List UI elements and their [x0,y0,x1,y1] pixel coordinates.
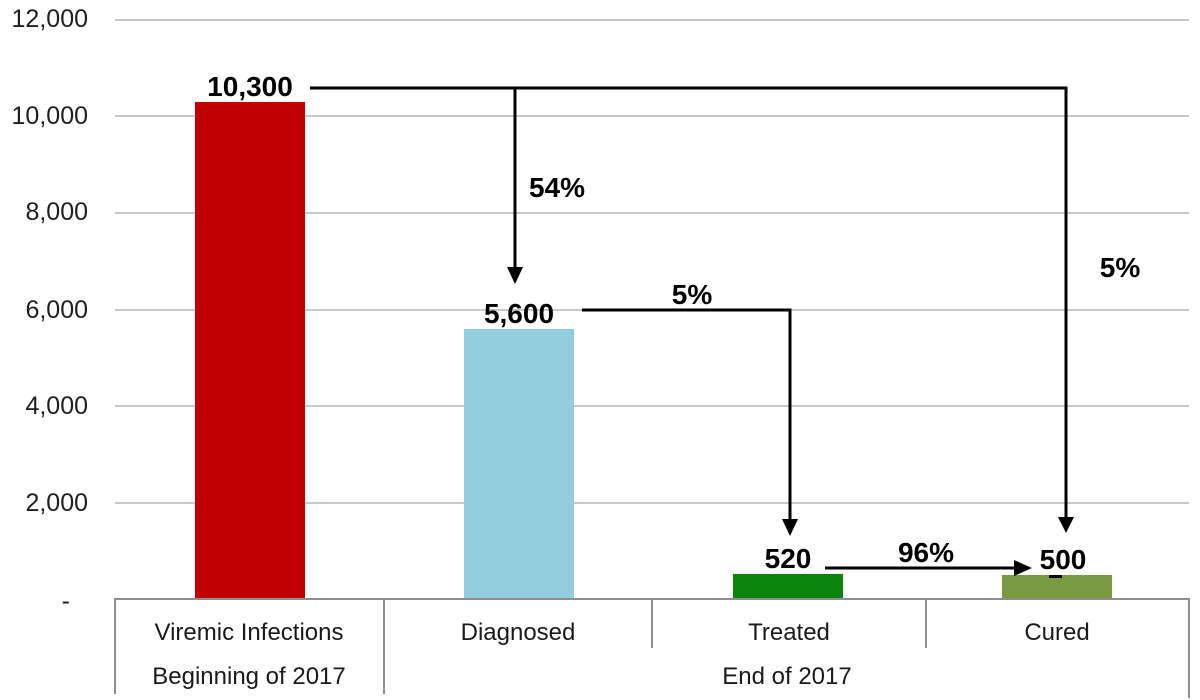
pct-label-overall-cured-rate: 5% [1099,252,1141,283]
gridline-8000 [115,212,1189,214]
gridline-10000 [115,115,1189,117]
gridline-2000 [115,502,1189,504]
group-label-end-2017: End of 2017 [722,663,852,690]
divider-treated-cured [925,600,927,648]
y-tick-label: 8,000 [25,198,88,226]
arrowhead-down-cured [1058,517,1074,533]
label-underline-mark [1049,575,1062,578]
value-label-viremic: 10,300 [207,71,293,102]
y-tick-label: 12,000 [11,5,88,33]
gridline-12000 [115,19,1189,21]
pct-label-cured-rate: 96% [897,537,955,568]
y-tick-label: 4,000 [25,392,88,420]
arrow-viremic-to-cured [310,86,1068,519]
bar-cured [1002,575,1112,599]
pct-label-diagnosed-rate: 54% [528,172,586,203]
category-label-diagnosed: Diagnosed [460,619,576,646]
category-label-viremic-infections: Viremic Infections [154,619,344,646]
value-label-diagnosed: 5,600 [483,298,555,329]
category-label-cured: Cured [1024,619,1090,646]
x-axis-baseline [114,598,1190,600]
pct-label-treated-rate: 5% [671,279,713,310]
axis-box-right-border [1188,598,1190,698]
y-tick-label: 6,000 [25,296,88,324]
value-label-cured: 500 [1039,544,1087,575]
category-label-treated: Treated [748,619,830,646]
y-tick-label: 10,000 [11,102,88,130]
arrowhead-right-cured [1014,560,1032,576]
arrowhead-down-treated [782,519,798,536]
value-label-treated: 520 [764,543,812,574]
gridline-4000 [115,405,1189,407]
divider-diagnosed-treated [651,600,653,648]
y-tick-label-zero: - [61,587,70,615]
axis-box-left-border [114,598,116,694]
divider-beginning-end [383,598,385,694]
arrowhead-down-diagnosed [507,267,523,284]
bar-treated [733,574,843,599]
group-label-beginning-2017: Beginning of 2017 [152,663,346,690]
bar-diagnosed [464,329,574,599]
arrow-diagnosed-to-treated [582,308,792,521]
bar-viremic-infections [195,102,305,599]
y-tick-label: 2,000 [25,489,88,517]
